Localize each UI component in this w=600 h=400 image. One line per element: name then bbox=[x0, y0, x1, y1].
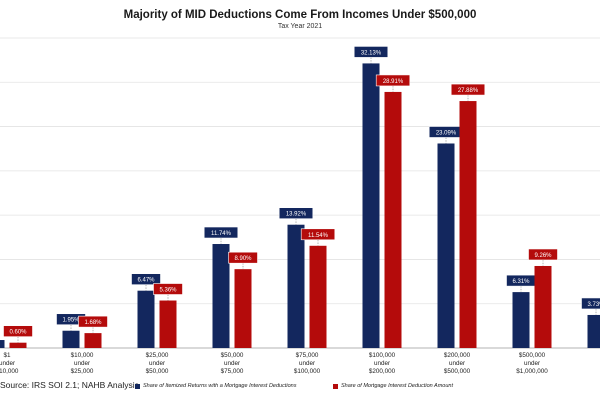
legend-label-returns: Share of Itemized Returns with a Mortgag… bbox=[143, 383, 297, 389]
bar-s0-0 bbox=[0, 340, 5, 348]
category-label: $75,000 bbox=[296, 352, 319, 359]
data-label: 0.60% bbox=[9, 330, 27, 336]
category-label: under bbox=[224, 360, 240, 367]
data-label: 1.68% bbox=[84, 320, 102, 326]
category-label: under bbox=[449, 360, 465, 367]
legend-label-amount: Share of Mortgage Interest Deduction Amo… bbox=[341, 383, 453, 389]
data-label: 11.74% bbox=[211, 231, 232, 237]
category-label: $50,000 bbox=[221, 352, 244, 359]
category-label: $1,000,000 bbox=[516, 368, 548, 375]
category-label: $100,000 bbox=[369, 352, 396, 359]
data-label-box bbox=[375, 74, 411, 87]
category-label: $10,000 bbox=[71, 352, 94, 359]
data-label-box bbox=[131, 273, 161, 285]
data-label: 11.54% bbox=[308, 233, 329, 239]
bar-s1-3 bbox=[234, 269, 252, 348]
bar-s0-7 bbox=[512, 292, 530, 348]
category-label: $50,000 bbox=[146, 368, 169, 375]
legend-swatch-amount bbox=[333, 383, 338, 389]
data-label-box bbox=[300, 228, 336, 241]
category-label: under bbox=[524, 360, 540, 367]
category-label: $100,000 bbox=[294, 368, 321, 375]
bar-s0-5 bbox=[362, 63, 380, 349]
bar-s1-2 bbox=[159, 300, 177, 348]
data-label: 8.90% bbox=[234, 256, 252, 262]
bar-s0-3 bbox=[212, 244, 230, 348]
bar-s1-0 bbox=[9, 342, 27, 348]
category-label: under bbox=[299, 360, 315, 367]
data-label-box bbox=[153, 283, 183, 295]
data-label: 5.36% bbox=[159, 288, 177, 294]
bar-s0-2 bbox=[137, 290, 155, 348]
category-label: $200,000 bbox=[369, 368, 396, 375]
category-label: $500,000 bbox=[519, 352, 546, 359]
category-label: $75,000 bbox=[221, 368, 244, 375]
data-label: 13.92% bbox=[286, 212, 307, 218]
chart-subtitle: Tax Year 2021 bbox=[277, 23, 323, 30]
category-label: $25,000 bbox=[71, 368, 94, 375]
legend-item-amount: Share of Mortgage Interest Deduction Amo… bbox=[333, 383, 453, 389]
data-label-box bbox=[78, 315, 108, 328]
legend-item-returns: Share of Itemized Returns with a Mortgag… bbox=[135, 383, 296, 389]
data-label: 23.09% bbox=[436, 130, 457, 136]
data-label-box bbox=[581, 297, 600, 310]
legend-swatch-returns bbox=[135, 383, 140, 389]
bar-s1-7 bbox=[534, 265, 552, 348]
data-label: 28.91% bbox=[383, 79, 404, 85]
data-label-box bbox=[228, 251, 258, 264]
category-label: $200,000 bbox=[444, 352, 471, 359]
data-label-box bbox=[3, 325, 33, 337]
bar-s1-1 bbox=[84, 333, 102, 348]
data-label: 1.95% bbox=[62, 318, 80, 324]
data-label-box bbox=[528, 248, 558, 261]
category-label: under bbox=[0, 360, 15, 367]
bar-s0-1 bbox=[62, 330, 80, 348]
bar-s1-4 bbox=[309, 245, 327, 348]
data-label: 6.31% bbox=[512, 279, 530, 285]
data-label: 6.47% bbox=[137, 278, 155, 284]
bar-s1-5 bbox=[384, 91, 402, 348]
data-label-box bbox=[353, 46, 389, 58]
data-label-box bbox=[450, 83, 486, 96]
data-label: 9.26% bbox=[534, 253, 552, 259]
bar-s0-8 bbox=[587, 314, 600, 348]
data-label: 3.73% bbox=[587, 302, 600, 308]
source-note: Source: IRS SOI 2.1; NAHB Analysis bbox=[0, 380, 139, 390]
bar-s0-4 bbox=[287, 224, 305, 348]
category-label: under bbox=[374, 360, 390, 367]
data-label-box bbox=[203, 226, 239, 239]
bar-s0-6 bbox=[437, 143, 455, 348]
category-label: under bbox=[74, 360, 90, 367]
category-label: under bbox=[149, 360, 165, 367]
bar-s1-6 bbox=[459, 101, 477, 348]
data-label: 32.13% bbox=[361, 50, 382, 56]
data-label-box bbox=[278, 207, 314, 220]
category-label: $25,000 bbox=[146, 352, 169, 359]
category-label: $500,000 bbox=[444, 368, 471, 375]
category-label: $10,000 bbox=[0, 368, 19, 375]
data-label: 27.88% bbox=[458, 88, 479, 94]
category-label: $1 bbox=[3, 352, 11, 359]
chart-title: Majority of MID Deductions Come From Inc… bbox=[123, 9, 477, 21]
